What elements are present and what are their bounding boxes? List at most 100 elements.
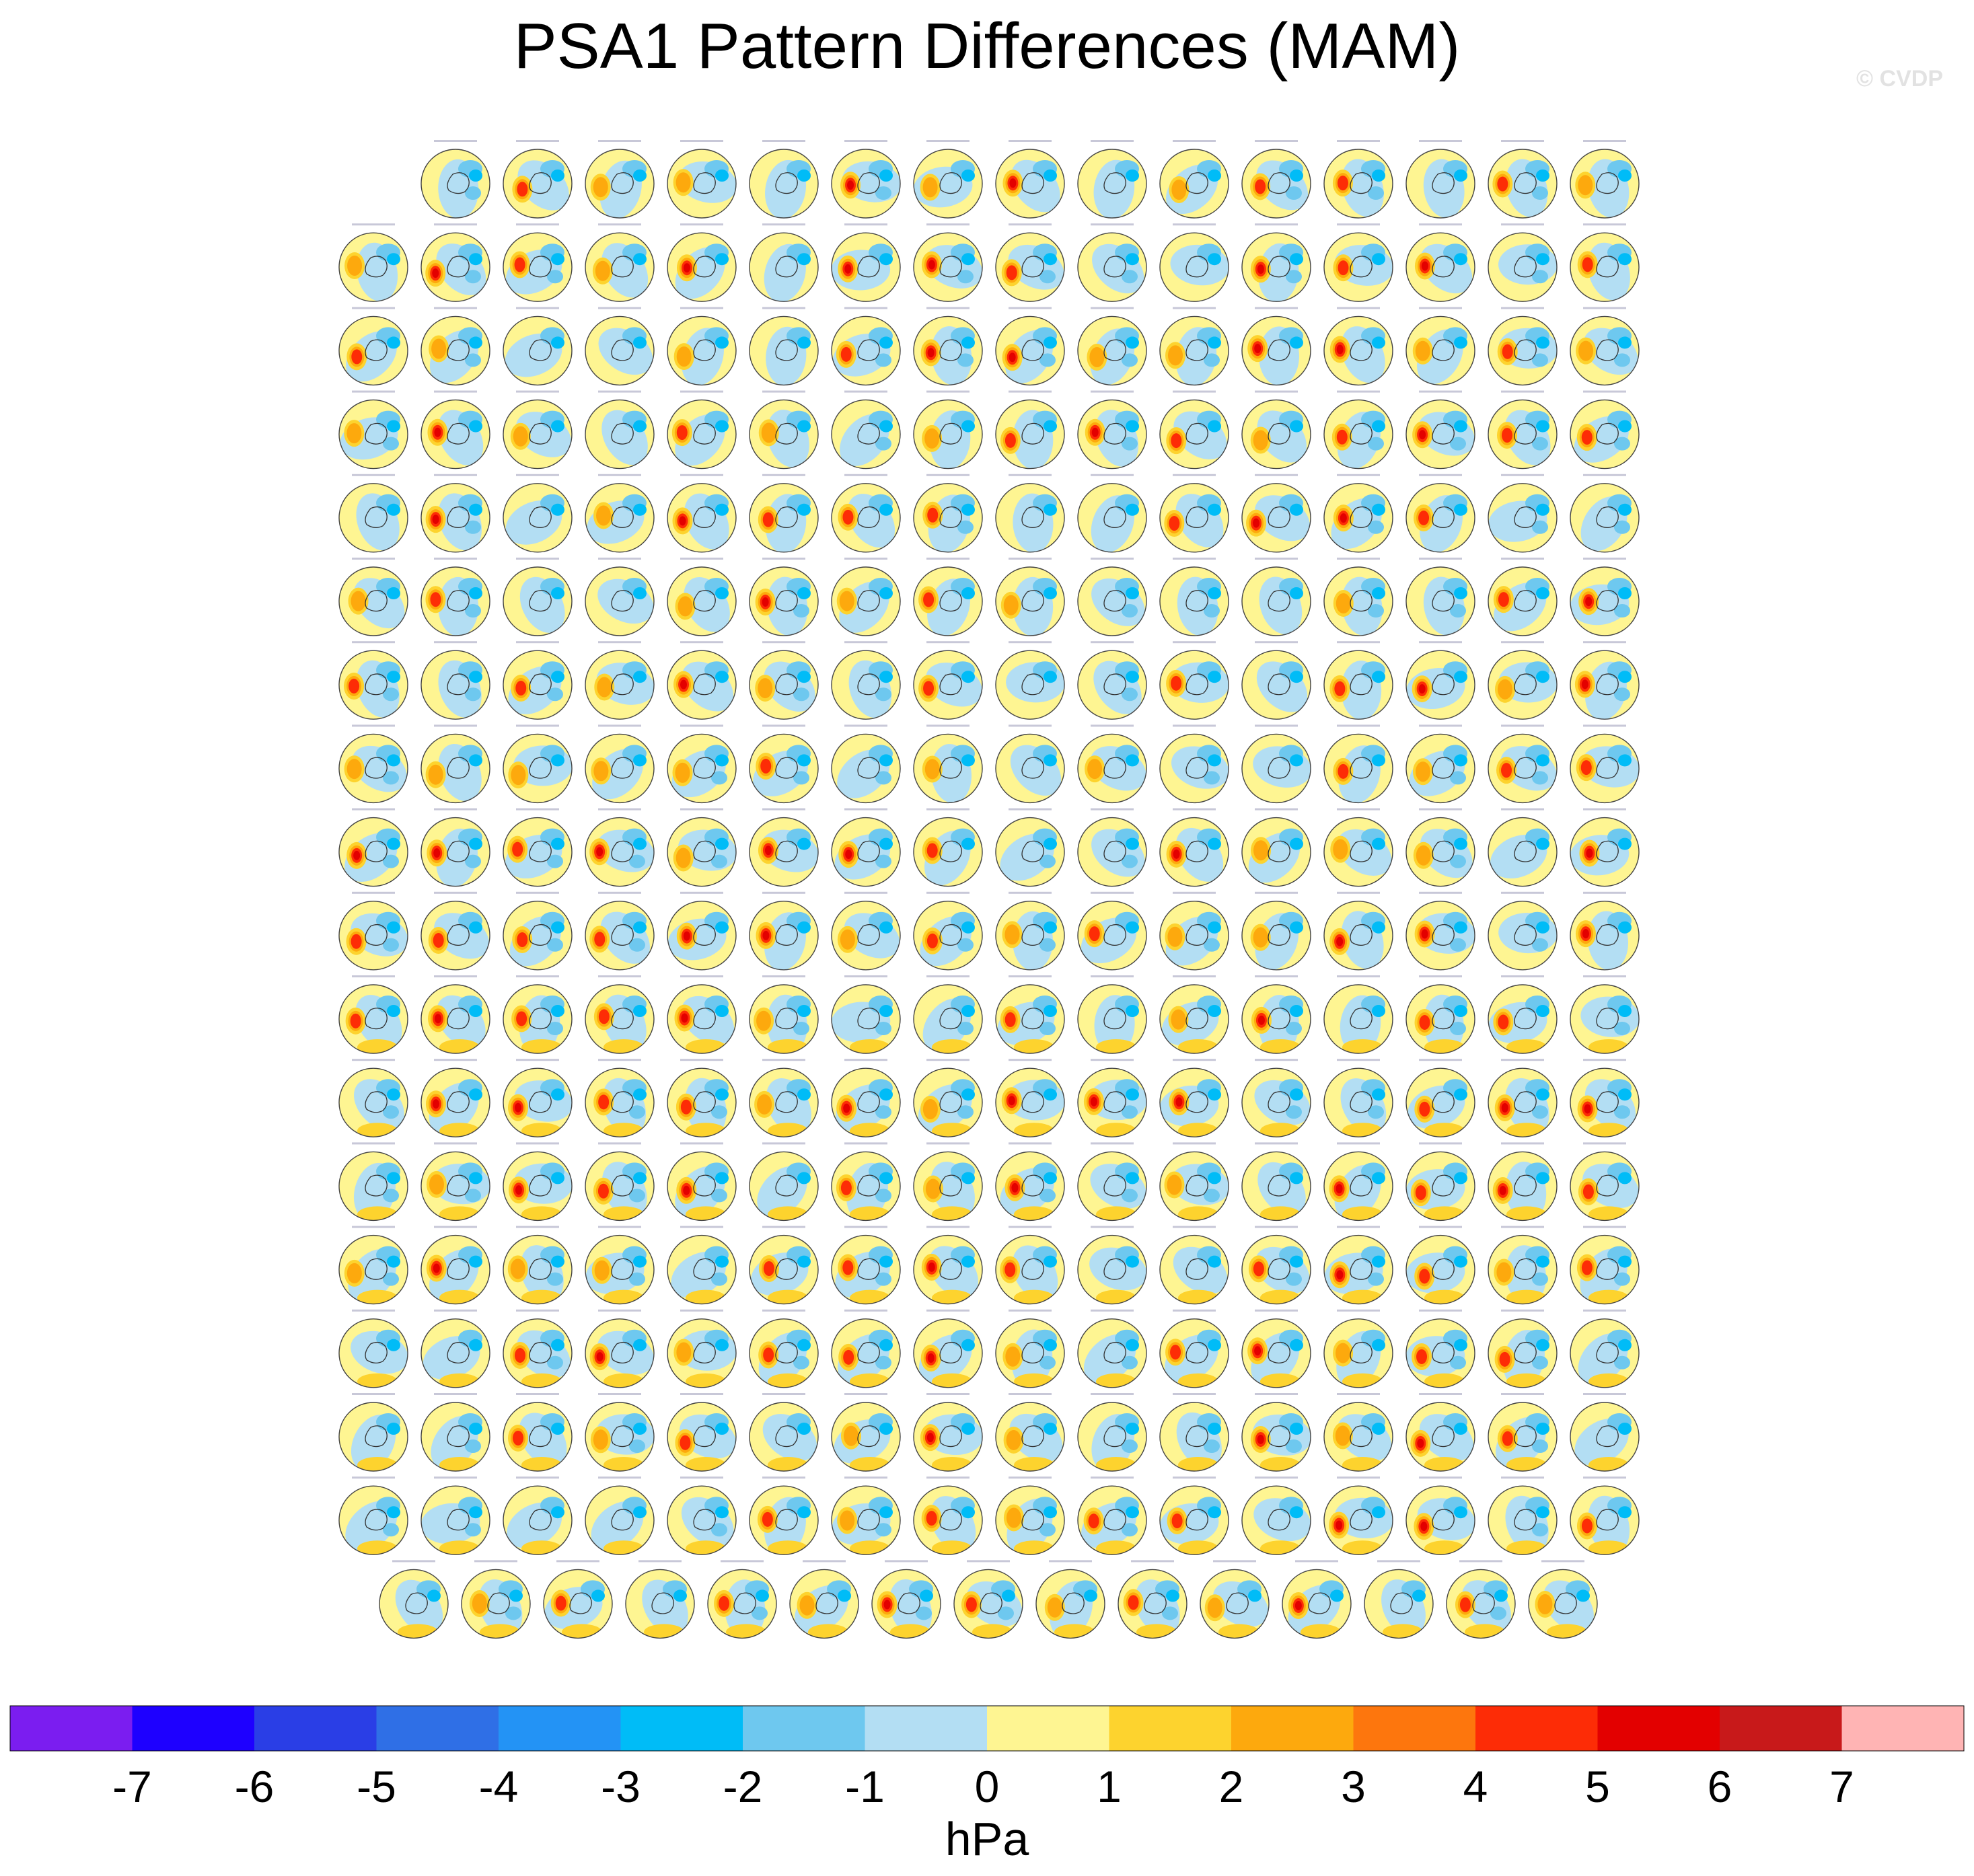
- panel-caption: [926, 1226, 970, 1228]
- pattern-panel: [667, 1142, 737, 1222]
- pattern-panel: [913, 1393, 983, 1472]
- panel-caption: [1255, 975, 1298, 977]
- panel-caption: [844, 558, 887, 560]
- panel-caption: [1501, 1226, 1544, 1228]
- panel-caption: [1009, 140, 1052, 142]
- panel-caption: [1255, 1393, 1298, 1395]
- pattern-panel: [1282, 1560, 1352, 1639]
- panel-caption: [1337, 724, 1380, 727]
- pattern-panel: [1570, 307, 1640, 386]
- pattern-panel: [1488, 808, 1558, 887]
- panel-caption: [1541, 1560, 1584, 1563]
- panel-caption: [1419, 390, 1462, 393]
- pattern-panel: [1159, 140, 1229, 219]
- panel-caption: [1091, 641, 1134, 644]
- panel-caption: [1419, 1309, 1462, 1312]
- panel-caption: [352, 1309, 395, 1312]
- panel-caption: [1255, 1476, 1298, 1479]
- pattern-panel: [338, 1059, 408, 1137]
- pattern-panel: [953, 1560, 1023, 1639]
- panel-caption: [1337, 558, 1380, 560]
- panel-caption: [1501, 1476, 1544, 1479]
- pattern-panel: [461, 1560, 531, 1639]
- panel-caption: [762, 307, 805, 309]
- pattern-panel: [1159, 474, 1229, 553]
- panel-caption: [1337, 1309, 1380, 1312]
- colorbar-bin: [1720, 1706, 1842, 1751]
- panel-caption: [1337, 390, 1380, 393]
- panel-caption: [1091, 1059, 1134, 1061]
- pattern-panel: [421, 724, 490, 804]
- panel-caption: [1419, 891, 1462, 894]
- panel-caption: [434, 1226, 477, 1228]
- panel-caption: [926, 390, 970, 393]
- colorbar-tick-label: 6: [1708, 1762, 1732, 1811]
- panel-caption: [1091, 223, 1134, 226]
- panel-caption: [516, 808, 559, 811]
- colorbar-tick-label: 7: [1829, 1762, 1854, 1811]
- panel-caption: [680, 1226, 723, 1228]
- panel-caption: [1419, 641, 1462, 644]
- pattern-panel: [1488, 891, 1558, 971]
- pattern-panel: [503, 808, 573, 887]
- pattern-panel: [1405, 1226, 1475, 1305]
- panel-caption: [516, 891, 559, 894]
- pattern-panel: [1159, 558, 1229, 636]
- panel-caption: [598, 1142, 641, 1145]
- panel-caption: [803, 1560, 846, 1563]
- panel-caption: [434, 1393, 477, 1395]
- panel-caption: [1583, 891, 1626, 894]
- pattern-panel: [1570, 975, 1640, 1054]
- pattern-panel: [585, 975, 655, 1054]
- panel-caption: [680, 1309, 723, 1312]
- panel-caption: [1173, 140, 1216, 142]
- pattern-panel: [421, 808, 490, 887]
- pattern-panel: [995, 474, 1065, 553]
- pattern-panel: [749, 641, 819, 720]
- pattern-panel: [585, 1226, 655, 1305]
- panel-caption: [680, 724, 723, 727]
- pattern-panel: [338, 223, 408, 302]
- panel-caption: [680, 641, 723, 644]
- pattern-panel: [421, 307, 490, 386]
- panel-caption: [474, 1560, 517, 1563]
- panel-caption: [516, 724, 559, 727]
- pattern-panel: [1241, 808, 1311, 887]
- panel-caption: [844, 1393, 887, 1395]
- panel-caption: [1583, 474, 1626, 476]
- pattern-panel: [338, 891, 408, 971]
- pattern-panel: [503, 1059, 573, 1137]
- panel-caption: [1583, 140, 1626, 142]
- panel-caption: [352, 223, 395, 226]
- pattern-panel: [831, 390, 901, 470]
- colorbar-tick-label: -6: [235, 1762, 275, 1811]
- panel-caption: [762, 474, 805, 476]
- panel-caption: [680, 1393, 723, 1395]
- pattern-panel: [585, 223, 655, 302]
- panel-caption: [434, 140, 477, 142]
- panel-caption: [516, 1393, 559, 1395]
- panel-caption: [352, 1226, 395, 1228]
- pattern-panel: [831, 808, 901, 887]
- pattern-panel: [338, 975, 408, 1054]
- pattern-panel: [1488, 558, 1558, 636]
- pattern-panel: [831, 558, 901, 636]
- pattern-panel: [1159, 1142, 1229, 1222]
- pattern-panel: [1488, 1309, 1558, 1388]
- panel-caption: [1501, 1059, 1544, 1061]
- panel-caption: [1255, 223, 1298, 226]
- panel-caption: [1173, 1476, 1216, 1479]
- pattern-panel: [1570, 1059, 1640, 1137]
- pattern-panel: [995, 641, 1065, 720]
- panel-caption: [1173, 641, 1216, 644]
- panel-caption: [598, 975, 641, 977]
- panel-caption: [1419, 1393, 1462, 1395]
- panel-caption: [844, 390, 887, 393]
- panel-caption: [1501, 1393, 1544, 1395]
- panel-caption: [680, 891, 723, 894]
- panel-caption: [1173, 1142, 1216, 1145]
- panel-caption: [1583, 1226, 1626, 1228]
- pattern-panel: [503, 891, 573, 971]
- panel-caption: [556, 1560, 599, 1563]
- pattern-panel: [1077, 641, 1147, 720]
